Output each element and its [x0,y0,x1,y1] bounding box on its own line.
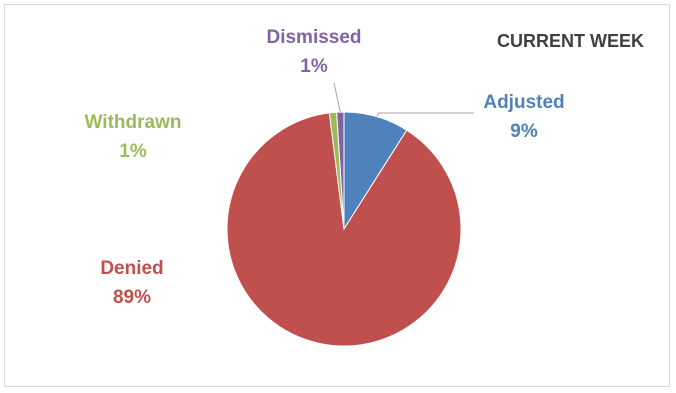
slice-name-label: Adjusted [483,92,565,113]
slice-percent-label: 89% [112,287,152,308]
data-label-adjusted: Adjusted 9% [483,88,564,146]
data-label-withdrawn: Withdrawn 1% [85,108,182,166]
leader-line-adjusted [376,112,474,117]
slice-percent-label: 9% [510,121,538,142]
leader-line-dismissed [333,82,341,113]
slice-name-label: Dismissed [266,27,362,48]
pie-slices [226,111,462,347]
slice-name-label: Withdrawn [84,112,182,133]
slice-percent-label: 1% [300,56,328,77]
chart-title: CURRENT WEEK [497,31,644,51]
data-label-denied: Denied 89% [100,254,163,312]
leader-lines [333,82,474,117]
slice-name-label: Denied [100,258,164,279]
pie-slice-denied [226,112,462,347]
slice-percent-label: 1% [119,141,147,162]
data-label-dismissed: Dismissed 1% [266,23,361,81]
